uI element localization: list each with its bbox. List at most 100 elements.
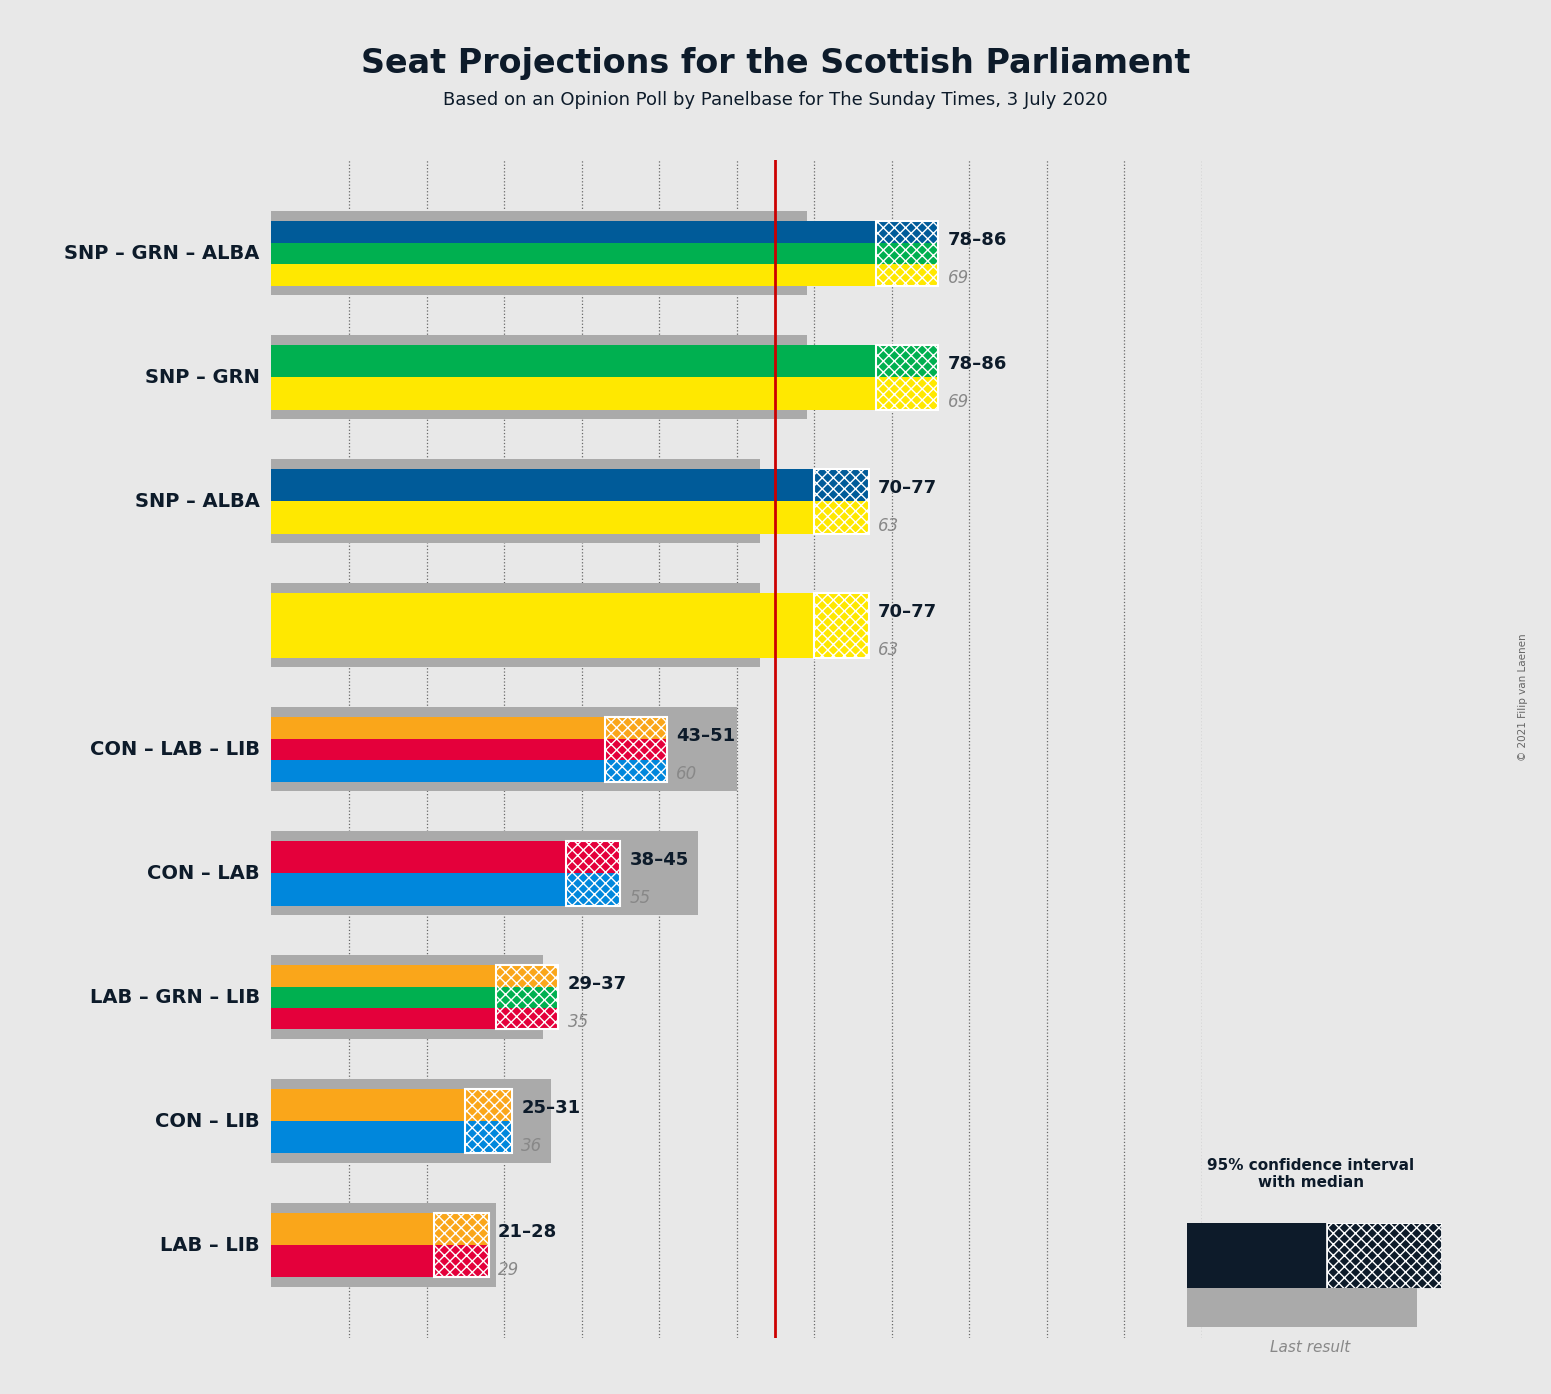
Bar xyxy=(271,760,605,782)
Bar xyxy=(605,717,667,782)
Text: 95% confidence interval
with median: 95% confidence interval with median xyxy=(1207,1157,1415,1190)
Bar xyxy=(876,222,938,286)
Text: 70–77: 70–77 xyxy=(878,478,937,496)
Bar xyxy=(814,502,869,534)
Bar xyxy=(814,468,869,534)
Bar xyxy=(434,1213,489,1245)
Text: 43–51: 43–51 xyxy=(676,726,735,744)
Bar xyxy=(271,346,876,378)
Bar xyxy=(876,222,938,286)
Bar xyxy=(434,1213,489,1277)
Bar xyxy=(566,841,620,906)
Bar xyxy=(271,739,605,760)
Bar xyxy=(496,987,558,1008)
Bar xyxy=(271,1008,496,1030)
Text: SNP – GRN – ALBA: SNP – GRN – ALBA xyxy=(65,244,259,263)
Text: 29: 29 xyxy=(498,1262,520,1280)
Bar xyxy=(271,717,605,739)
Bar xyxy=(496,965,558,987)
Bar xyxy=(876,378,938,410)
Bar xyxy=(271,263,876,286)
Bar xyxy=(814,468,869,534)
Bar xyxy=(605,739,667,760)
Bar xyxy=(566,841,620,906)
Bar xyxy=(271,459,760,544)
Bar xyxy=(876,263,938,286)
Text: 78–86: 78–86 xyxy=(948,354,1007,372)
Text: SNP – GRN: SNP – GRN xyxy=(144,368,259,386)
Bar xyxy=(434,1213,489,1277)
Text: 69: 69 xyxy=(948,393,969,411)
Bar xyxy=(434,1245,489,1277)
Text: LAB – GRN – LIB: LAB – GRN – LIB xyxy=(90,988,259,1006)
Bar xyxy=(271,965,496,987)
Bar xyxy=(271,243,876,263)
Bar xyxy=(271,502,814,534)
Text: 78–86: 78–86 xyxy=(948,230,1007,248)
Bar xyxy=(271,210,807,296)
Text: CON – LAB: CON – LAB xyxy=(147,864,259,882)
Bar xyxy=(271,1245,434,1277)
Bar xyxy=(271,873,566,906)
Text: 25–31: 25–31 xyxy=(521,1098,580,1117)
Bar xyxy=(271,468,814,502)
Bar xyxy=(605,717,667,782)
Bar xyxy=(271,378,876,410)
Text: 36: 36 xyxy=(521,1138,543,1156)
Bar xyxy=(876,346,938,410)
Bar xyxy=(876,346,938,410)
Bar xyxy=(465,1121,512,1153)
Bar xyxy=(271,955,543,1040)
Bar xyxy=(271,592,814,658)
Text: SNP – ALBA: SNP – ALBA xyxy=(135,492,259,510)
Bar xyxy=(271,831,698,916)
Bar xyxy=(814,592,869,658)
Bar xyxy=(876,222,938,243)
Text: Last result: Last result xyxy=(1270,1341,1351,1355)
Bar xyxy=(271,335,807,420)
Bar xyxy=(1328,1223,1442,1289)
Bar xyxy=(271,1079,551,1164)
Bar xyxy=(814,592,869,658)
Bar xyxy=(271,1203,496,1288)
Bar xyxy=(496,965,558,1030)
Bar xyxy=(814,468,869,502)
Text: 35: 35 xyxy=(568,1013,589,1032)
Bar xyxy=(271,222,876,243)
Bar xyxy=(271,1089,465,1121)
Bar xyxy=(1187,1223,1328,1289)
Bar xyxy=(566,873,620,906)
Text: 70–77: 70–77 xyxy=(878,602,937,620)
Bar xyxy=(814,592,869,658)
Text: © 2021 Filip van Laenen: © 2021 Filip van Laenen xyxy=(1518,633,1528,761)
Text: 21–28: 21–28 xyxy=(498,1223,557,1241)
Text: Based on an Opinion Poll by Panelbase for The Sunday Times, 3 July 2020: Based on an Opinion Poll by Panelbase fo… xyxy=(444,91,1107,109)
Bar xyxy=(876,346,938,378)
Text: 29–37: 29–37 xyxy=(568,974,627,993)
Bar xyxy=(496,965,558,1030)
Text: LAB – LIB: LAB – LIB xyxy=(160,1235,259,1255)
Bar xyxy=(271,707,737,792)
Bar xyxy=(271,1213,434,1245)
Bar xyxy=(1328,1223,1442,1289)
Text: 38–45: 38–45 xyxy=(630,850,689,868)
Bar xyxy=(465,1089,512,1153)
Text: Seat Projections for the Scottish Parliament: Seat Projections for the Scottish Parlia… xyxy=(361,47,1190,81)
Text: CON – LAB – LIB: CON – LAB – LIB xyxy=(90,740,259,758)
Text: 55: 55 xyxy=(630,889,651,907)
Text: 69: 69 xyxy=(948,269,969,287)
Text: 63: 63 xyxy=(878,641,900,659)
Bar xyxy=(465,1089,512,1153)
Text: 60: 60 xyxy=(676,765,698,783)
Bar xyxy=(271,841,566,873)
Bar xyxy=(496,1008,558,1030)
Bar xyxy=(271,583,760,668)
Bar xyxy=(465,1089,512,1121)
Bar xyxy=(605,760,667,782)
Bar xyxy=(271,1121,465,1153)
Bar xyxy=(605,717,667,739)
Bar xyxy=(271,987,496,1008)
Text: 63: 63 xyxy=(878,517,900,535)
Text: CON – LIB: CON – LIB xyxy=(155,1112,259,1131)
Bar xyxy=(876,243,938,263)
